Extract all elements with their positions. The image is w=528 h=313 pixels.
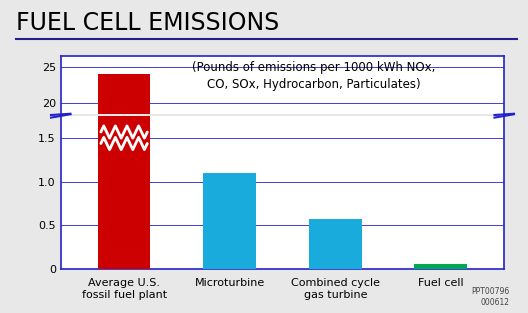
Bar	[98, 0, 150, 269]
Bar	[98, 74, 150, 249]
Bar	[309, 219, 362, 269]
Bar	[203, 241, 256, 249]
Text: FUEL CELL EMISSIONS: FUEL CELL EMISSIONS	[16, 11, 279, 35]
Bar	[414, 264, 467, 269]
Bar	[414, 248, 467, 249]
Text: PPT00796
000612: PPT00796 000612	[472, 287, 510, 307]
Bar	[309, 244, 362, 249]
Bar	[203, 173, 256, 269]
Text: (Pounds of emissions per 1000 kWh NOx,
CO, SOx, Hydrocarbon, Particulates): (Pounds of emissions per 1000 kWh NOx, C…	[192, 61, 435, 91]
